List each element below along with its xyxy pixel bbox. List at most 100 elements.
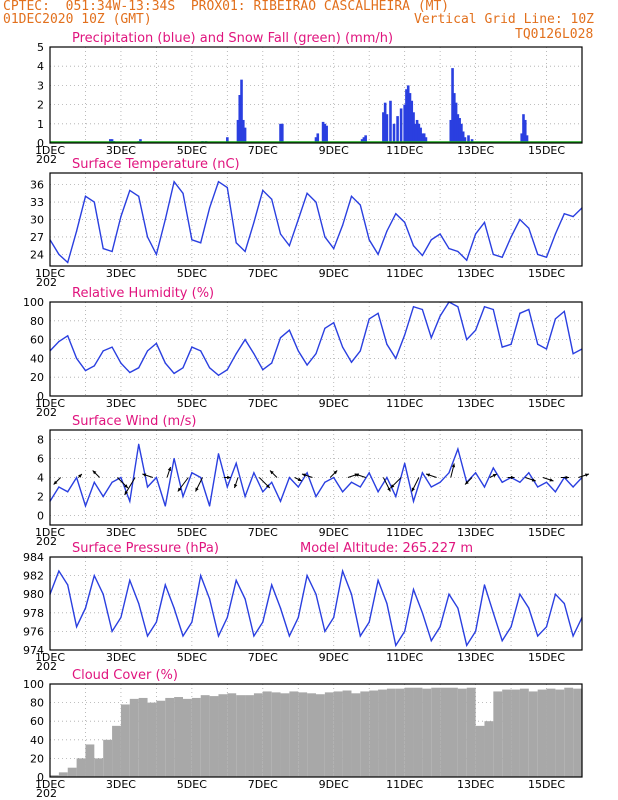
temp-data-point [457, 250, 459, 253]
precip-bar [417, 123, 421, 143]
precip-bar [470, 139, 474, 143]
pres-data-point [67, 584, 69, 586]
precip-bar [362, 137, 366, 143]
cloud-cover-bar [67, 767, 77, 777]
rh-data-point [457, 306, 459, 308]
pres-data-point [412, 588, 415, 591]
wind-frame [49, 429, 583, 526]
precip-bar [410, 100, 414, 143]
rh-data-point [412, 306, 415, 308]
temp-frame [49, 172, 583, 267]
rh-data-point [350, 361, 353, 363]
pres-data-point [58, 570, 60, 572]
wind-data-point [404, 462, 406, 464]
wind-ytick-label: 0 [37, 510, 44, 523]
rh-data-point [537, 343, 539, 345]
rh-data-point [395, 357, 397, 359]
rh-data-point [545, 348, 548, 350]
temp-xtick-label: 13DEC [457, 267, 494, 280]
header-datetime: 01DEC2020 10Z (GMT) [3, 12, 152, 27]
cloud-cover-bar [449, 687, 458, 777]
temp-data-point [333, 247, 335, 250]
pres-data-point [279, 607, 282, 609]
rh-data-point [483, 306, 486, 308]
wind-xtick-label: 3DEC [106, 526, 136, 539]
wind-data-point [492, 467, 494, 469]
rh-data-point [421, 308, 423, 311]
wind-data-point [377, 491, 379, 493]
wind-xtick-label: 5DEC [177, 526, 207, 539]
pres-data-point [554, 593, 557, 595]
precip-bar [323, 123, 327, 143]
precip-bar [360, 139, 364, 143]
rh-data-point [563, 310, 565, 312]
cloud-cover-bar [342, 690, 352, 777]
wind-data-point [448, 472, 450, 474]
cloud-cover-bar [280, 693, 290, 777]
pres-data-point [386, 602, 388, 605]
precip-bar [419, 127, 422, 143]
precip-bar [389, 100, 392, 143]
precip-ytick-label: 5 [37, 41, 44, 54]
temp-data-point [483, 221, 486, 224]
wind-data-point [67, 491, 69, 493]
pres-data-point [209, 598, 211, 600]
rh-data-point [138, 367, 140, 369]
cloud-cover-bar [324, 692, 334, 777]
wind-vector-head [142, 473, 147, 477]
pres-xtick-label: 7DEC [248, 651, 278, 664]
pres-data-point [448, 593, 450, 595]
pres-panel-title: Surface Pressure (hPa) [72, 541, 219, 556]
precip-bar [405, 89, 408, 143]
wind-xtick-label: 13DEC [457, 526, 494, 539]
rh-data-point [368, 318, 370, 320]
cloud-ytick-label: 60 [30, 715, 44, 728]
cloud-ytick-label: 100 [23, 678, 44, 691]
temp-data-point [262, 189, 264, 192]
wind-data-point [200, 476, 202, 479]
temp-data-point [563, 213, 565, 215]
rh-ytick-label: 40 [30, 352, 44, 365]
pres-ytick-label: 978 [23, 607, 44, 620]
precip-bar [314, 137, 318, 143]
pres-data-point [93, 575, 95, 577]
cloud-cover-bar [200, 695, 210, 777]
precip-xtick-label: 5DEC [177, 144, 207, 157]
wind-xtick-label: 9DEC [319, 526, 349, 539]
cloud-cover-bar [289, 691, 299, 777]
rh-xtick-label: 1DEC [35, 397, 65, 410]
temp-data-point [67, 261, 69, 264]
rh-data-point [492, 308, 494, 311]
rh-series-line [49, 301, 583, 377]
precip-bar [456, 114, 460, 143]
wind-data-point [545, 481, 548, 483]
pres-data-point [510, 626, 512, 628]
pres-data-point [377, 579, 379, 581]
rh-data-point [200, 350, 202, 352]
cloud-cover-bar [422, 688, 432, 777]
wind-vector-head [451, 463, 456, 468]
wind-ytick-label: 4 [37, 472, 44, 485]
rh-data-point [102, 350, 104, 352]
pres-data-point [492, 612, 494, 614]
precip-ytick-label: 2 [37, 99, 44, 112]
wind-data-point [235, 462, 237, 464]
cloud-cover-bar [519, 688, 529, 777]
header-model-id: TQ0126L028 [515, 27, 594, 42]
temp-data-point [84, 195, 87, 197]
wind-vector-head [565, 475, 570, 480]
pres-data-point [324, 630, 326, 633]
cloud-xtick-label: 3DEC [106, 778, 136, 791]
pres-data-point [395, 644, 397, 646]
wind-data-point [226, 486, 228, 488]
wind-vector-head [492, 474, 497, 478]
cloud-cover-bar [183, 698, 192, 777]
cloud-xtick-label: 7DEC [248, 778, 278, 791]
temp-data-point [271, 198, 273, 200]
pres-data-point [164, 584, 166, 586]
pres-xtick-label: 5DEC [177, 651, 207, 664]
temp-data-point [58, 253, 60, 255]
header-grid-line-note: Vertical Grid Line: 10Z [414, 12, 595, 27]
rh-data-point [342, 346, 344, 348]
